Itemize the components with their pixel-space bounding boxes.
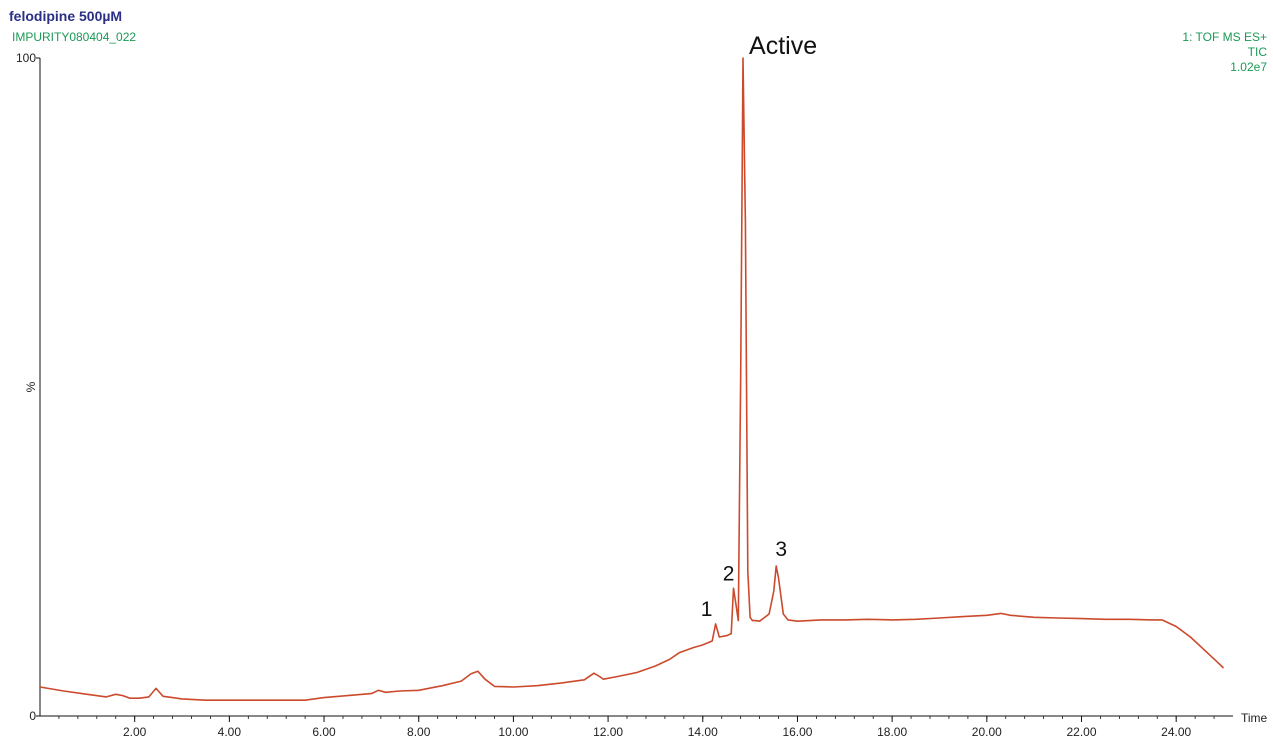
x-tick-label: 20.00	[972, 725, 1002, 739]
axes: 0 100% 2.00 4.00 6.00 8.00 10.00 12.00 14.00 16.0…	[16, 51, 1268, 739]
x-tick-label: 10.00	[498, 725, 528, 739]
intensity-label: 1.02e7	[1230, 60, 1267, 74]
x-tick-label: 18.00	[877, 725, 907, 739]
scan-info: 1: TOF MS ES+	[1182, 30, 1267, 44]
x-tick-label: 4.00	[218, 725, 242, 739]
x-tick-label: 8.00	[407, 725, 431, 739]
y-tick-label: 0	[29, 709, 36, 723]
chart-title: felodipine 500µM	[9, 8, 123, 24]
x-tick-label: 12.00	[593, 725, 623, 739]
peak-label-2: 2	[723, 562, 735, 585]
x-tick-label: 22.00	[1066, 725, 1096, 739]
y-axis-label: %	[24, 381, 38, 392]
x-tick-label: 6.00	[312, 725, 336, 739]
peak-annotations: Active 12 3	[701, 32, 817, 621]
sample-id: IMPURITY080404_022	[12, 30, 137, 44]
peak-label-1: 1	[701, 598, 713, 621]
peak-label-3: 3	[775, 538, 787, 561]
trace-type: TIC	[1247, 45, 1267, 59]
tic-trace	[39, 57, 1225, 701]
x-tick-label: 2.00	[123, 725, 147, 739]
x-tick-label: 14.00	[688, 725, 718, 739]
x-tick-label: 16.00	[782, 725, 812, 739]
y-tick-label: 100	[16, 51, 36, 65]
peak-label-active: Active	[749, 32, 817, 60]
x-tick-label: 24.00	[1161, 725, 1191, 739]
x-axis-label: Time	[1241, 711, 1268, 725]
